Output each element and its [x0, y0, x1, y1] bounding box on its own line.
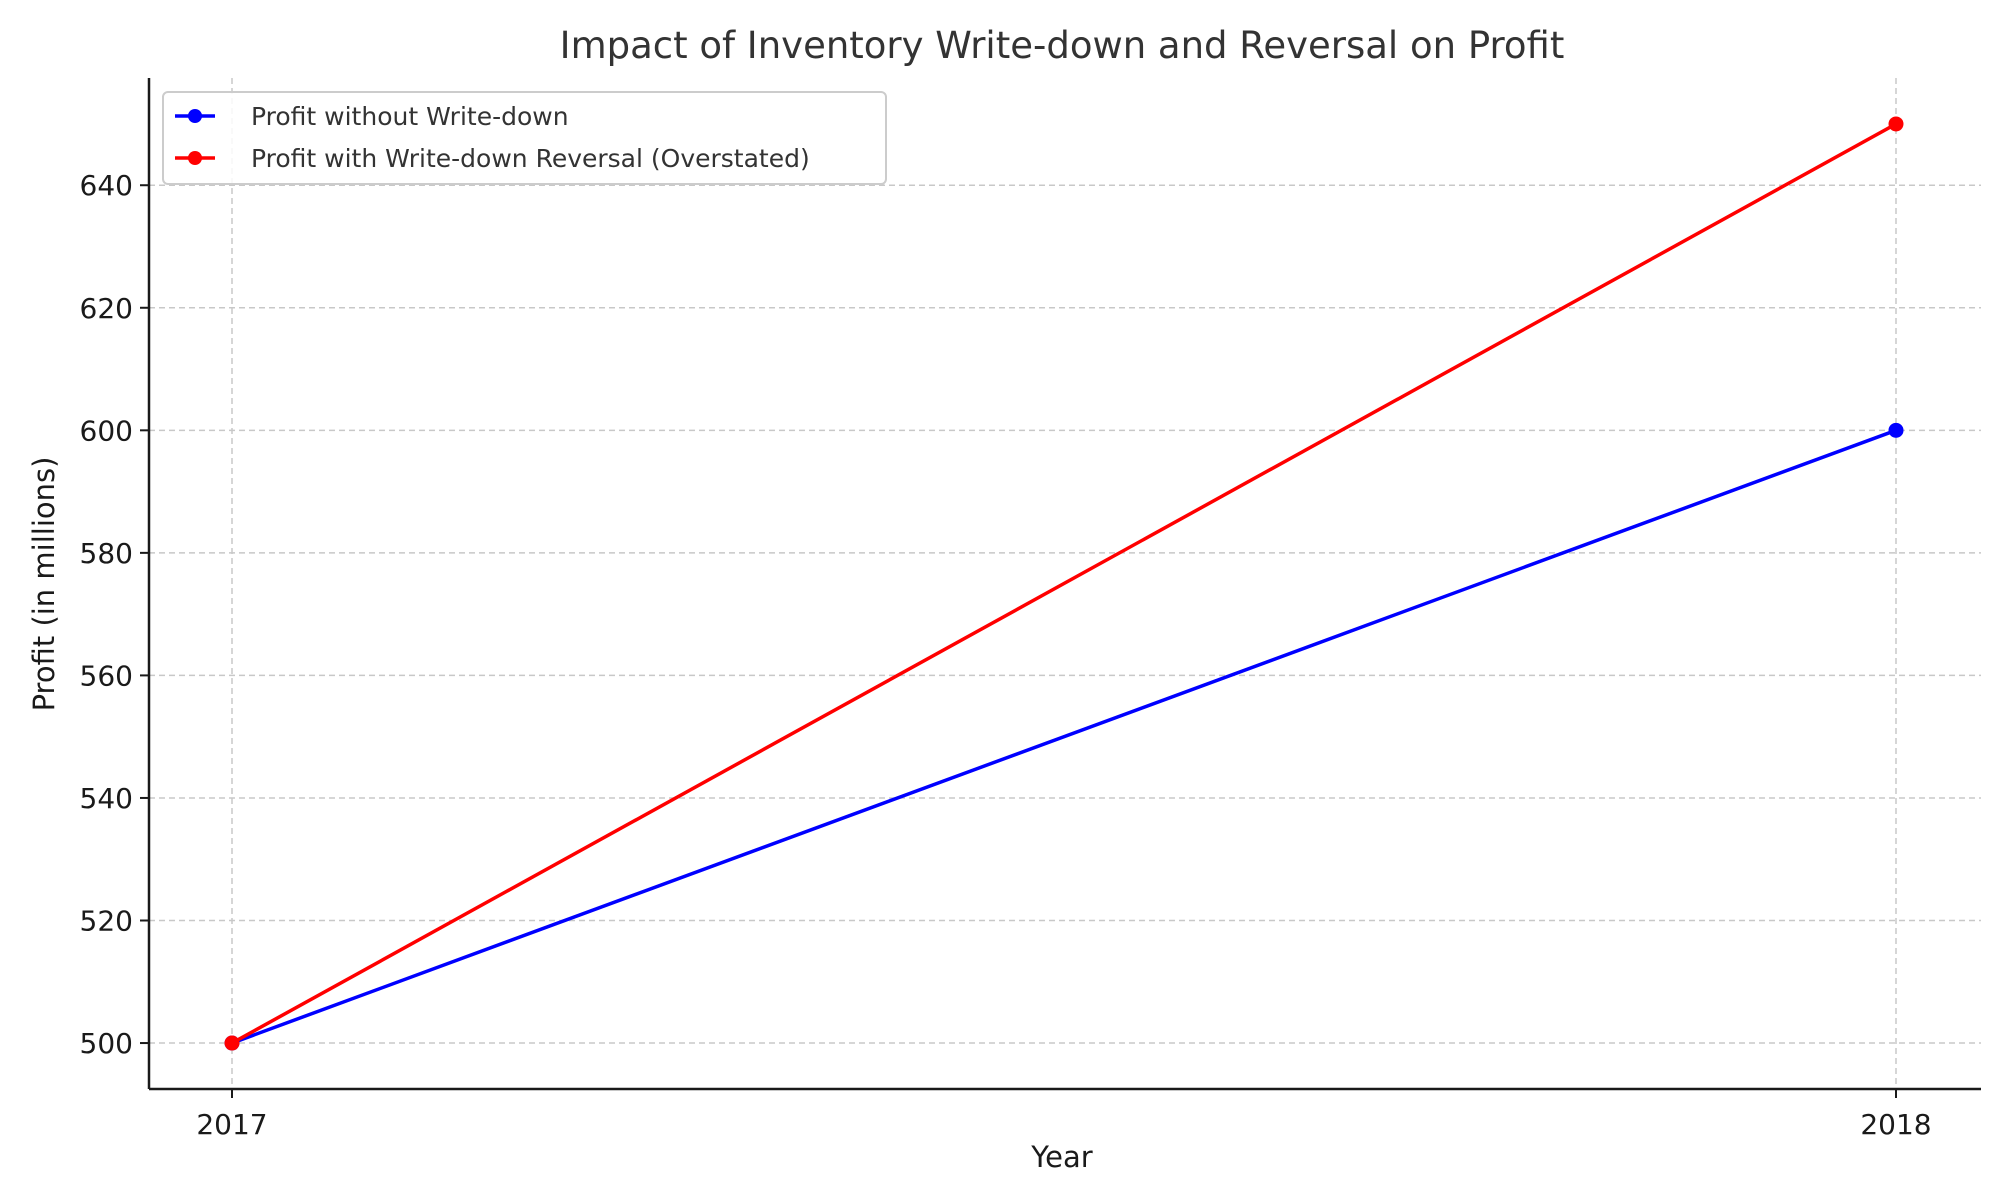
legend-box	[162, 91, 887, 185]
series-2-point	[224, 1035, 240, 1051]
y-tick-label: 540	[80, 782, 133, 815]
y-tick-label: 560	[80, 659, 133, 692]
legend-label: Profit with Write-down Reversal (Oversta…	[251, 144, 810, 173]
legend-label: Profit without Write-down	[251, 102, 569, 131]
y-tick-label: 620	[80, 292, 133, 325]
y-tick-label: 520	[80, 905, 133, 938]
y-axis-title: Profit (in millions)	[27, 457, 61, 712]
legend: Profit without Write-down Profit with Wri…	[162, 91, 887, 185]
y-tick-label: 600	[80, 414, 133, 447]
axes: 500 520 540 560 580 600 620 640 2017 2018	[80, 78, 1981, 1141]
x-tick-label: 2018	[1860, 1108, 1931, 1141]
series-1-point	[1888, 422, 1904, 438]
series-2-point	[1888, 116, 1904, 132]
y-tick-label: 640	[80, 169, 133, 202]
x-tick-label: 2017	[196, 1108, 267, 1141]
series-line-1	[231, 428, 1897, 1045]
x-axis-title: Year	[1030, 1140, 1092, 1174]
series-line-2	[231, 122, 1897, 1045]
y-tick-label: 580	[80, 537, 133, 570]
series-group	[224, 116, 1904, 1051]
legend-swatch-marker	[188, 151, 202, 165]
legend-swatch-marker	[188, 109, 202, 123]
chart-title: Impact of Inventory Write-down and Rever…	[560, 24, 1565, 67]
y-tick-label: 500	[80, 1027, 133, 1060]
